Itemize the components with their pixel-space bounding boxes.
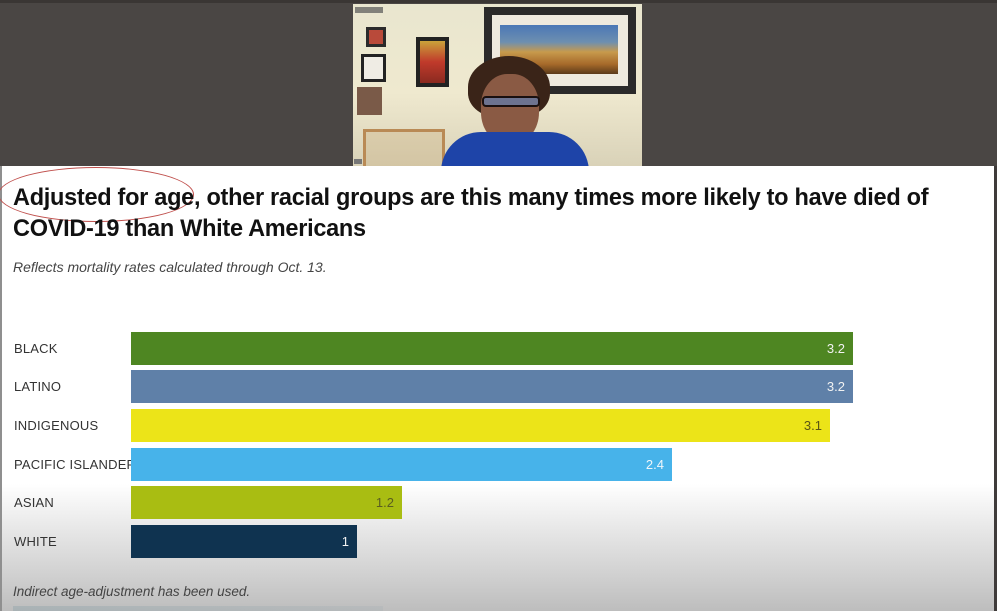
wall-certificate (361, 54, 386, 82)
chart-title: Adjusted for age, other racial groups ar… (13, 184, 929, 242)
signal-strength-icon (354, 159, 362, 164)
bar-value-label: 3.2 (826, 341, 845, 356)
bookshelf (363, 129, 445, 166)
bar: 1 (131, 525, 357, 558)
bar-value-label: 1 (341, 534, 349, 549)
speaker-video-thumbnail[interactable] (353, 4, 642, 166)
chart-subtitle: Reflects mortality rates calculated thro… (13, 259, 327, 275)
category-label: WHITE (14, 534, 57, 549)
slide-right-border (994, 166, 997, 611)
category-label: PACIFIC ISLANDER (14, 457, 137, 472)
category-label: LATINO (14, 379, 62, 394)
wall-art (366, 27, 386, 47)
speaker-glasses (482, 96, 540, 107)
bar-value-label: 3.1 (803, 418, 822, 433)
window-top-edge (0, 0, 997, 3)
category-label: BLACK (14, 341, 58, 356)
bar: 3.1 (131, 409, 830, 442)
chart-source-line (13, 606, 383, 611)
chart-footnote: Indirect age-adjustment has been used. (13, 584, 251, 599)
wall-art (416, 37, 449, 87)
bar-value-label: 1.2 (375, 495, 394, 510)
annotation-circle (0, 167, 194, 222)
wall-plaque (357, 87, 382, 115)
bar: 3.2 (131, 332, 853, 365)
speaker-body (441, 132, 589, 166)
bar-value-label: 2.4 (645, 457, 664, 472)
category-label: INDIGENOUS (14, 418, 99, 433)
bar: 3.2 (131, 370, 853, 403)
shared-slide: Adjusted for age, other racial groups ar… (0, 166, 994, 611)
bar: 2.4 (131, 448, 672, 481)
bar: 1.2 (131, 486, 402, 519)
bar-value-label: 3.2 (826, 379, 845, 394)
category-label: ASIAN (14, 495, 55, 510)
video-status-icons (355, 7, 383, 13)
